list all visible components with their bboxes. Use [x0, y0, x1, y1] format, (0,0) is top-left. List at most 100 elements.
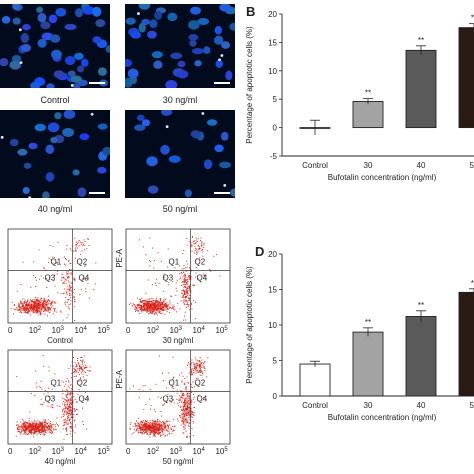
event-dot: [21, 427, 23, 429]
event-dot: [70, 365, 72, 367]
y-tick-label: 10: [268, 321, 277, 330]
event-dot: [179, 374, 181, 376]
event-dot: [185, 283, 187, 285]
event-dot: [76, 414, 78, 416]
event-dot: [188, 414, 190, 416]
event-dot: [47, 429, 49, 431]
event-dot: [166, 305, 168, 307]
event-dot: [19, 305, 21, 307]
event-dot: [147, 422, 149, 424]
event-dot: [148, 304, 150, 306]
event-dot: [168, 282, 170, 284]
event-dot: [25, 311, 27, 313]
event-dot: [202, 372, 204, 374]
event-dot: [146, 429, 148, 431]
event-dot: [38, 249, 40, 251]
event-dot: [69, 427, 71, 429]
event-dot: [168, 433, 170, 435]
event-dot: [194, 369, 196, 371]
event-dot: [69, 393, 71, 395]
event-dot: [42, 311, 44, 313]
event-dot: [56, 273, 58, 275]
event-dot: [49, 431, 51, 433]
event-dot: [164, 308, 166, 310]
event-dot: [145, 430, 147, 432]
event-dot: [144, 308, 146, 310]
event-dot: [153, 433, 155, 435]
event-dot: [154, 309, 156, 311]
event-dot: [60, 416, 62, 418]
event-dot: [71, 425, 73, 427]
event-dot: [26, 309, 28, 311]
event-dot: [28, 417, 30, 419]
event-dot: [143, 300, 145, 302]
event-dot: [38, 300, 40, 302]
event-dot: [72, 416, 74, 418]
event-dot: [155, 430, 157, 432]
event-dot: [38, 305, 40, 307]
event-dot: [20, 310, 22, 312]
event-dot: [76, 244, 78, 246]
event-dot: [142, 424, 144, 426]
nucleus: [70, 75, 82, 83]
event-dot: [29, 430, 31, 432]
event-dot: [158, 307, 160, 309]
flow-plot-30: Q1 Q2 Q3 Q4 PE-A 0 102 103 104 105 30 ng/ml: [115, 225, 236, 345]
event-dot: [43, 308, 45, 310]
event-dot: [63, 276, 65, 278]
event-dot: [68, 403, 70, 405]
event-dot: [41, 428, 43, 430]
event-dot: [183, 292, 185, 294]
event-dot: [187, 417, 189, 419]
event-dot: [195, 272, 197, 274]
event-dot: [74, 362, 76, 364]
event-dot: [26, 422, 28, 424]
event-dot: [191, 413, 193, 415]
event-dot: [157, 418, 159, 420]
event-dot: [167, 430, 169, 432]
event-dot: [67, 412, 69, 414]
event-dot: [27, 427, 29, 429]
event-dot: [188, 397, 190, 399]
event-dot: [69, 404, 71, 406]
event-dot: [160, 410, 162, 412]
event-dot: [60, 311, 62, 313]
event-dot: [186, 304, 188, 306]
event-dot: [186, 397, 188, 399]
event-dot: [149, 260, 151, 262]
event-dot: [187, 304, 189, 306]
event-dot: [70, 427, 72, 429]
quadrant-label: Q2: [76, 257, 87, 266]
nucleus: [189, 39, 197, 47]
event-dot: [39, 301, 41, 303]
event-dot: [197, 278, 199, 280]
event-dot: [79, 366, 81, 368]
event-dot: [138, 298, 140, 300]
event-dot: [183, 400, 185, 402]
event-dot: [179, 407, 181, 409]
event-dot: [163, 309, 165, 311]
event-dot: [145, 425, 147, 427]
event-dot: [60, 279, 62, 281]
event-dot: [82, 370, 84, 372]
event-dot: [17, 309, 19, 311]
event-dot: [159, 429, 161, 431]
event-dot: [24, 304, 26, 306]
event-dot: [144, 428, 146, 430]
event-dot: [69, 292, 71, 294]
event-dot: [139, 428, 141, 430]
event-dot: [75, 369, 77, 371]
event-dot: [150, 298, 152, 300]
event-dot: [155, 310, 157, 312]
event-dot: [29, 299, 31, 301]
event-dot: [144, 426, 146, 428]
event-dot: [66, 288, 68, 290]
event-dot: [32, 428, 34, 430]
event-dot: [150, 430, 152, 432]
event-dot: [70, 392, 72, 394]
event-dot: [187, 407, 189, 409]
event-dot: [167, 425, 169, 427]
event-dot: [188, 275, 190, 277]
event-dot: [147, 434, 149, 436]
nucleus: [36, 6, 44, 13]
